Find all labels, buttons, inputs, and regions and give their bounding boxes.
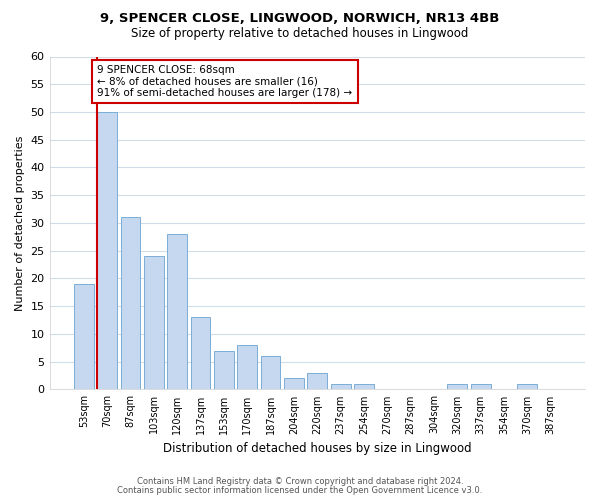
- Bar: [121, 218, 140, 390]
- Bar: [214, 350, 234, 390]
- Text: 9 SPENCER CLOSE: 68sqm
← 8% of detached houses are smaller (16)
91% of semi-deta: 9 SPENCER CLOSE: 68sqm ← 8% of detached …: [97, 65, 352, 98]
- Y-axis label: Number of detached properties: Number of detached properties: [15, 136, 25, 310]
- Bar: [191, 318, 211, 390]
- Bar: [517, 384, 538, 390]
- Bar: [97, 112, 117, 390]
- Bar: [354, 384, 374, 390]
- Bar: [238, 345, 257, 390]
- Text: Size of property relative to detached houses in Lingwood: Size of property relative to detached ho…: [131, 28, 469, 40]
- Text: Contains HM Land Registry data © Crown copyright and database right 2024.: Contains HM Land Registry data © Crown c…: [137, 477, 463, 486]
- Bar: [74, 284, 94, 390]
- Bar: [307, 373, 327, 390]
- X-axis label: Distribution of detached houses by size in Lingwood: Distribution of detached houses by size …: [163, 442, 472, 455]
- Bar: [167, 234, 187, 390]
- Bar: [471, 384, 491, 390]
- Bar: [448, 384, 467, 390]
- Text: 9, SPENCER CLOSE, LINGWOOD, NORWICH, NR13 4BB: 9, SPENCER CLOSE, LINGWOOD, NORWICH, NR1…: [100, 12, 500, 26]
- Bar: [260, 356, 280, 390]
- Bar: [331, 384, 350, 390]
- Text: Contains public sector information licensed under the Open Government Licence v3: Contains public sector information licen…: [118, 486, 482, 495]
- Bar: [284, 378, 304, 390]
- Bar: [144, 256, 164, 390]
